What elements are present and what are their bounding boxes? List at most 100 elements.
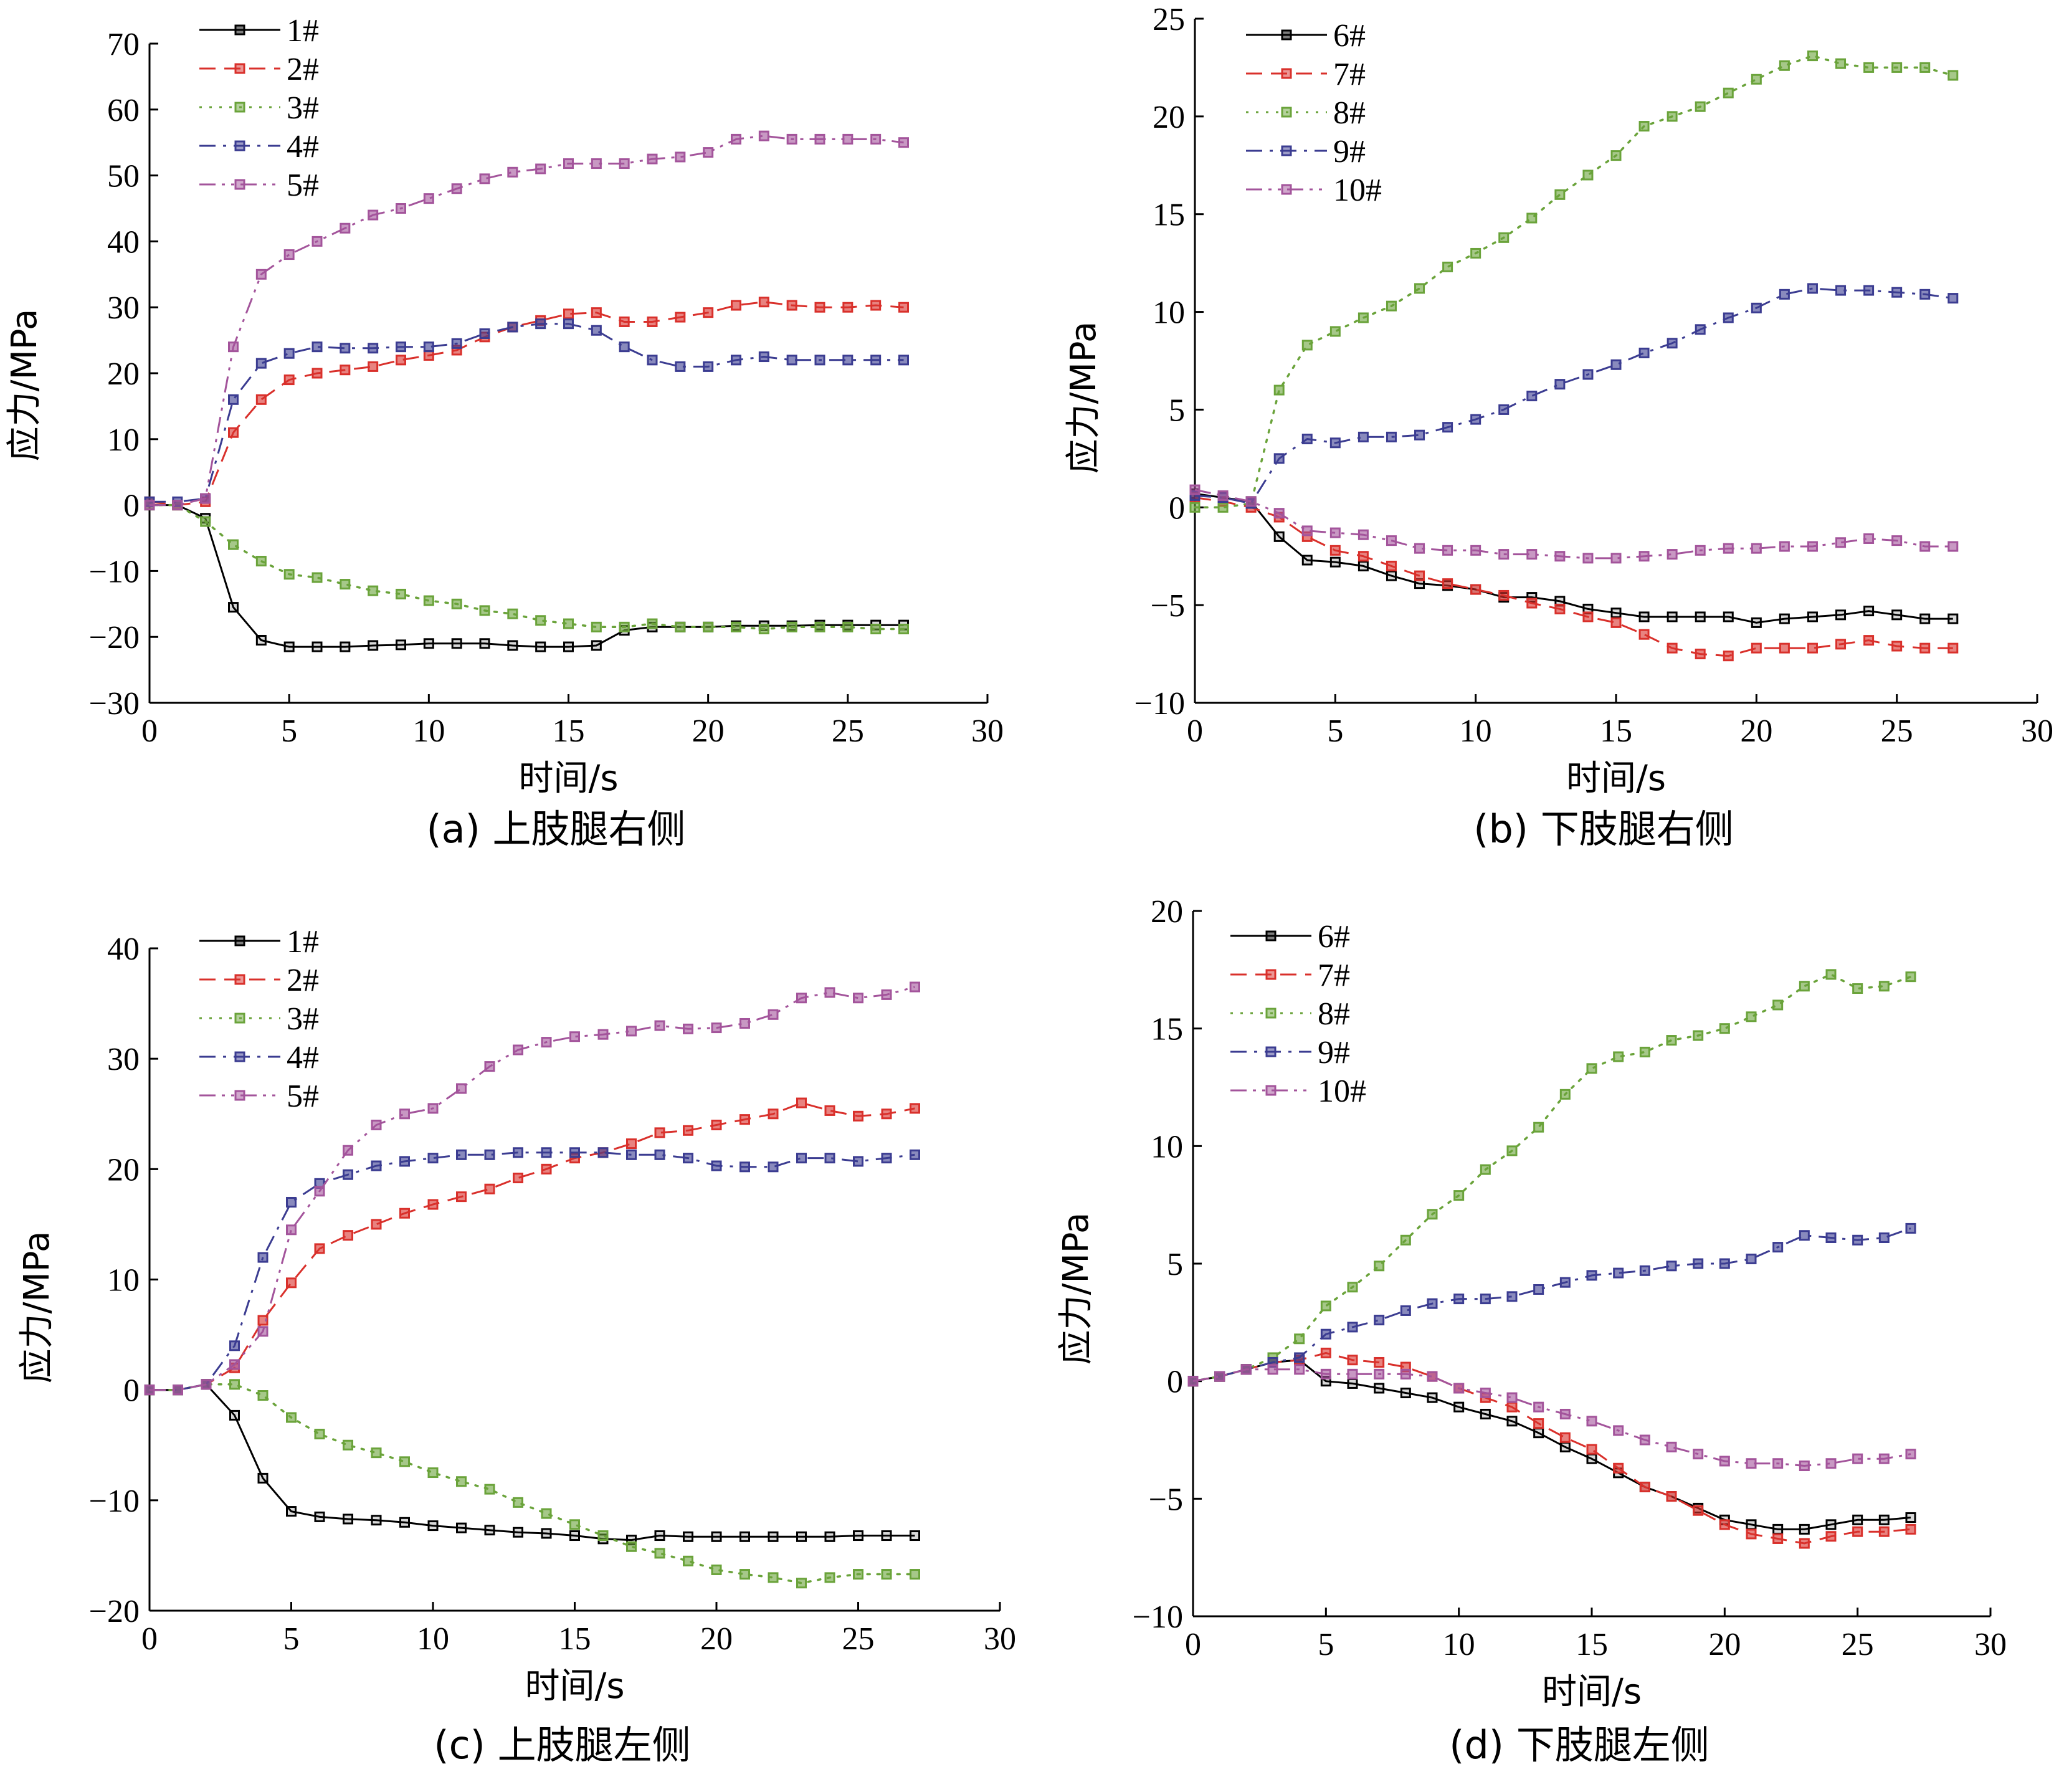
data-point <box>675 621 686 632</box>
legend-entry: 10# <box>1246 173 1382 208</box>
data-point <box>1273 453 1285 464</box>
data-point <box>569 1519 580 1530</box>
x-tick-label: 30 <box>1974 1627 2007 1662</box>
data-point <box>1666 1441 1677 1452</box>
data-point <box>758 297 769 308</box>
data-point <box>229 1340 240 1351</box>
data-point <box>1273 508 1285 519</box>
series-line <box>1194 497 1953 657</box>
legend-marker <box>1281 184 1292 195</box>
data-point <box>1852 983 1863 994</box>
data-point <box>228 394 239 405</box>
x-tick-label: 30 <box>984 1621 1016 1657</box>
data-point <box>541 1508 552 1519</box>
data-point <box>1779 288 1790 300</box>
legend-marker <box>234 24 245 36</box>
legend-label: 3# <box>287 90 319 126</box>
data-point <box>654 1020 665 1031</box>
data-point <box>1695 611 1706 622</box>
data-point <box>768 1009 779 1020</box>
data-point <box>1693 1449 1704 1460</box>
data-point <box>1533 1427 1544 1439</box>
legend-marker <box>234 1090 245 1101</box>
data-point <box>1638 121 1650 132</box>
data-point <box>427 1199 439 1210</box>
data-point <box>1638 629 1650 640</box>
legend-label: 6# <box>1318 919 1350 955</box>
y-tick-label: 0 <box>123 1373 140 1409</box>
data-point <box>898 355 909 366</box>
data-point <box>1374 1356 1385 1368</box>
data-point <box>451 638 462 649</box>
legend-entry: 1# <box>199 13 319 49</box>
data-point <box>1214 1371 1225 1382</box>
data-point <box>1506 1416 1518 1427</box>
data-point <box>853 1156 863 1167</box>
y-tick-label: 60 <box>107 93 140 128</box>
data-point <box>1187 1376 1199 1387</box>
data-point <box>647 618 658 629</box>
data-point <box>314 1186 325 1197</box>
y-tick-label: 5 <box>1169 393 1185 428</box>
data-point <box>898 302 909 313</box>
data-point <box>1746 1458 1757 1469</box>
data-point <box>257 1472 269 1484</box>
data-point <box>283 374 295 386</box>
data-point <box>1835 285 1847 296</box>
series-line <box>150 135 904 507</box>
data-point <box>1320 1328 1331 1340</box>
data-point <box>796 1153 807 1164</box>
data-point <box>768 1161 779 1173</box>
data-point <box>842 621 854 632</box>
legend-label: 5# <box>287 168 319 203</box>
data-point <box>1719 1456 1730 1467</box>
data-point <box>1189 502 1201 513</box>
legend-entry: 6# <box>1230 919 1350 955</box>
series-9 <box>1189 283 1959 509</box>
data-point <box>1891 287 1903 298</box>
y-tick-label: 15 <box>1151 1012 1183 1047</box>
y-tick-label: 10 <box>107 422 140 458</box>
series-7 <box>1189 492 1959 662</box>
series-line <box>149 301 904 507</box>
data-point <box>563 158 574 169</box>
series-9 <box>1187 1222 1916 1387</box>
legend-marker <box>1265 969 1277 980</box>
y-tick-label: 20 <box>107 1152 140 1188</box>
data-point <box>507 608 518 619</box>
data-point <box>1695 649 1706 660</box>
data-point <box>484 1183 495 1194</box>
data-point <box>1301 340 1313 351</box>
data-point <box>1347 1355 1358 1366</box>
x-tick-label: 25 <box>1842 1627 1874 1662</box>
data-point <box>1498 549 1510 560</box>
data-point <box>1610 359 1622 370</box>
data-point <box>396 588 406 599</box>
data-point <box>683 1555 693 1566</box>
y-tick-label: 20 <box>1153 100 1185 135</box>
data-point <box>340 365 351 376</box>
data-point <box>343 1439 353 1451</box>
series-line <box>150 323 904 503</box>
data-point <box>484 1484 495 1495</box>
data-point <box>1751 642 1762 654</box>
data-point <box>399 1108 410 1120</box>
series-7 <box>1187 1347 1916 1549</box>
data-point <box>484 1149 495 1160</box>
data-point <box>229 1409 240 1421</box>
series-5 <box>144 981 920 1396</box>
data-point <box>1358 560 1369 571</box>
data-point <box>507 640 518 651</box>
data-point <box>1667 642 1678 654</box>
data-point <box>814 302 825 313</box>
data-point <box>1582 611 1594 622</box>
data-point <box>1442 261 1453 272</box>
series-2 <box>144 297 909 511</box>
data-point <box>619 621 630 632</box>
data-point <box>1695 324 1706 335</box>
data-point <box>1835 639 1847 650</box>
data-point <box>1919 541 1931 552</box>
data-point <box>1835 58 1847 69</box>
data-point <box>703 147 714 158</box>
legend-label: 10# <box>1318 1074 1366 1109</box>
